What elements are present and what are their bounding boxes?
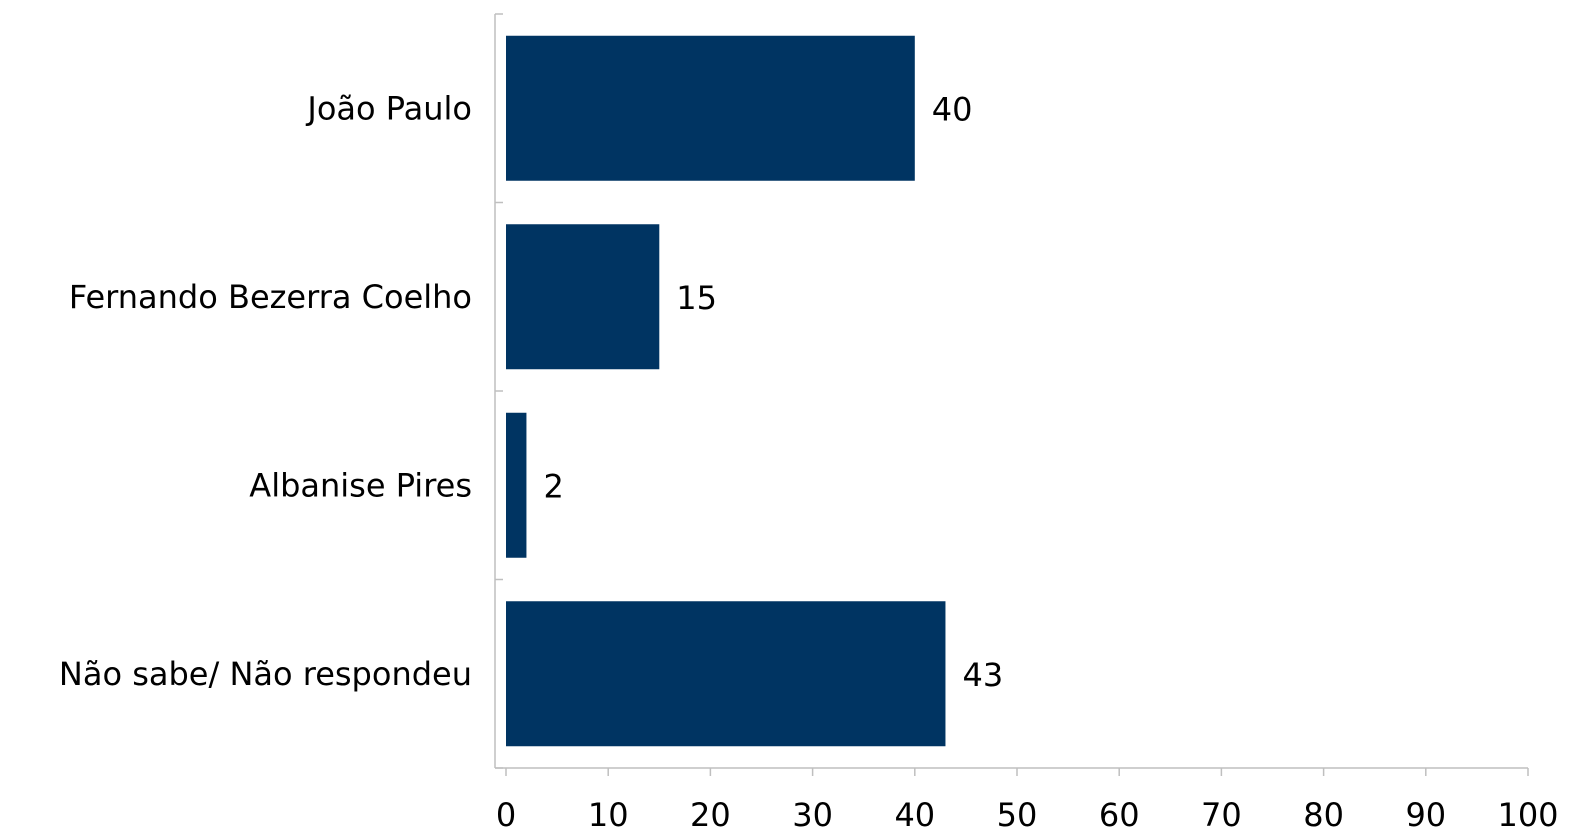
- category-label: Albanise Pires: [249, 466, 472, 504]
- category-label: Fernando Bezerra Coelho: [69, 278, 472, 316]
- data-label: 2: [543, 467, 563, 505]
- value-tick-label: 10: [588, 796, 629, 834]
- category-label: João Paulo: [305, 89, 472, 127]
- data-label: 15: [676, 279, 717, 317]
- bar: [506, 412, 527, 558]
- value-tick-label: 50: [997, 796, 1038, 834]
- value-tick-label: 90: [1405, 796, 1446, 834]
- category-label: Não sabe/ Não respondeu: [59, 655, 472, 693]
- bar: [506, 601, 946, 747]
- bar: [506, 224, 660, 370]
- data-label: 40: [932, 90, 973, 128]
- value-tick-label: 70: [1201, 796, 1242, 834]
- data-label: 43: [962, 656, 1003, 694]
- bar: [506, 35, 915, 181]
- value-tick-label: 20: [690, 796, 731, 834]
- value-tick-label: 60: [1099, 796, 1140, 834]
- value-tick-label: 40: [894, 796, 935, 834]
- plot-area: 0 10 20 30 40 50 60 70 80 90 100 João Paulo 40 Fernan…: [59, 13, 1559, 834]
- value-tick-label: 100: [1497, 796, 1558, 834]
- value-tick-label: 0: [496, 796, 516, 834]
- value-tick-label: 30: [792, 796, 833, 834]
- value-tick-label: 80: [1303, 796, 1344, 834]
